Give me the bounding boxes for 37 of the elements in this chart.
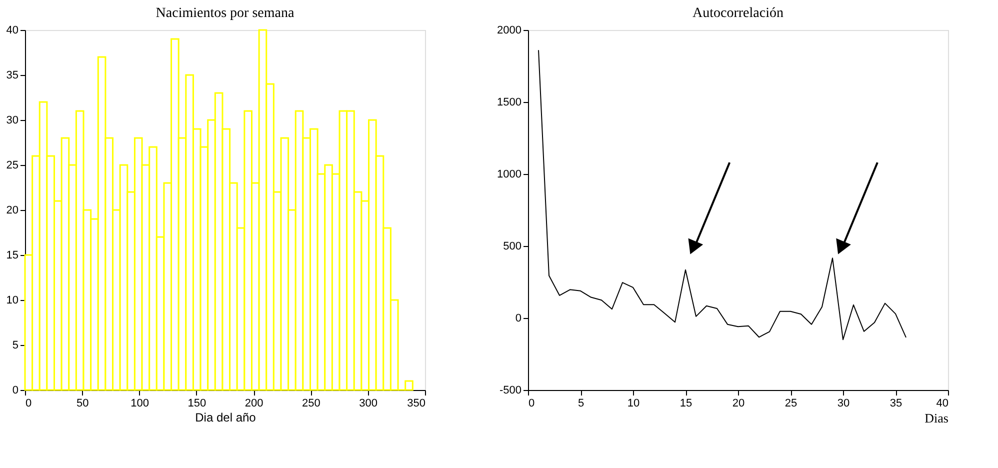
x-axis-title: Dias: [924, 410, 948, 426]
x-tick-label: 0: [26, 398, 32, 410]
y-tick-label: 30: [6, 114, 18, 126]
y-tick-label: 10: [6, 294, 18, 306]
x-tick-label: 20: [732, 398, 745, 410]
y-tick-label: 35: [6, 70, 18, 82]
y-tick-label: 40: [6, 24, 18, 36]
x-tick-label: 0: [528, 398, 535, 410]
x-tick-label: 10: [627, 398, 640, 410]
y-tick-label: 1000: [497, 168, 522, 180]
y-tick-label: 25: [6, 160, 18, 172]
x-tick-label: 30: [837, 398, 850, 410]
y-tick-label: 2000: [497, 24, 522, 36]
x-tick-label: 25: [784, 398, 798, 410]
y-tick-label: 5: [12, 340, 18, 352]
y-tick-label: 500: [503, 240, 522, 252]
x-tick-label: 250: [302, 398, 320, 410]
x-tick-label: 40: [936, 398, 948, 410]
x-tick-label: 350: [407, 398, 426, 410]
x-tick-label: 50: [76, 398, 89, 410]
chart-title: Autocorrelación: [692, 6, 784, 21]
chart-title: Nacimientos por semana: [156, 6, 295, 21]
y-tick-label: 0: [12, 384, 18, 396]
y-tick-label: 20: [6, 204, 18, 216]
x-tick-label: 35: [890, 398, 902, 410]
y-tick-label: 0: [515, 312, 522, 324]
x-axis-title: Dia del año: [195, 410, 256, 424]
y-tick-label: 15: [6, 250, 18, 262]
y-tick-label: -500: [499, 384, 522, 396]
x-tick-label: 300: [359, 398, 378, 410]
x-tick-label: 15: [680, 398, 692, 410]
x-tick-label: 150: [188, 398, 206, 410]
x-tick-label: 5: [578, 398, 584, 410]
x-tick-label: 100: [130, 398, 149, 410]
line-series: [538, 50, 906, 340]
y-tick-label: 1500: [497, 96, 522, 108]
x-tick-label: 200: [244, 398, 264, 410]
